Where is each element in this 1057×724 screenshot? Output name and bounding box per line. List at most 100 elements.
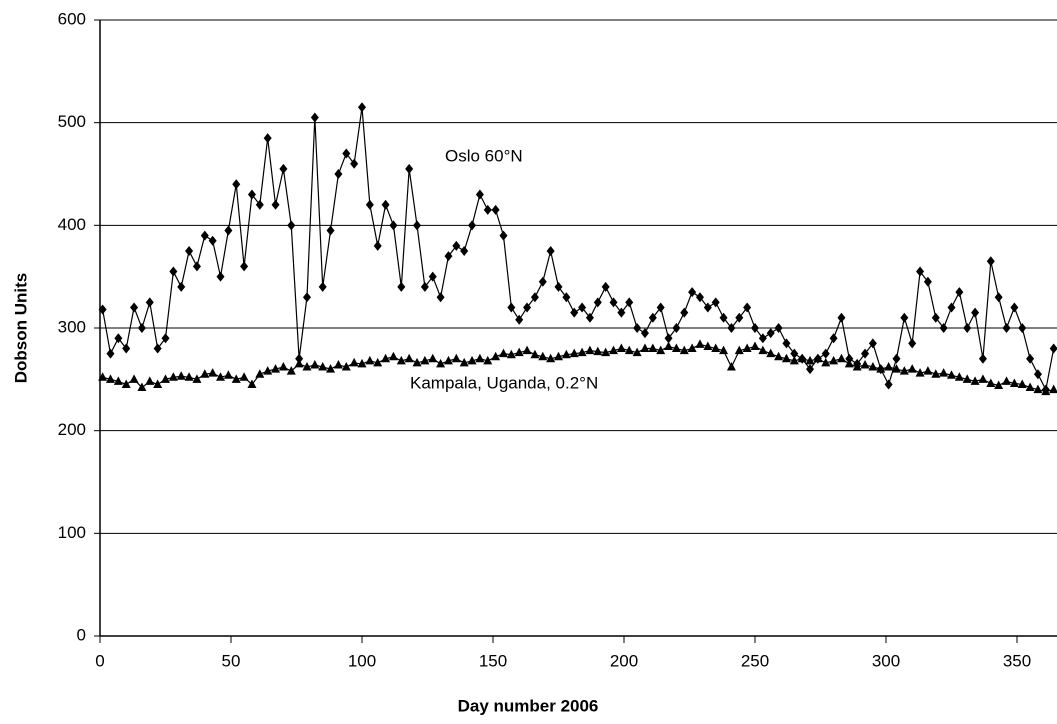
x-tick-label: 350 bbox=[1003, 651, 1031, 670]
marker bbox=[192, 374, 202, 383]
marker bbox=[790, 348, 799, 359]
marker bbox=[373, 240, 382, 251]
marker bbox=[129, 374, 139, 383]
marker bbox=[593, 297, 602, 308]
marker bbox=[546, 246, 555, 256]
marker bbox=[389, 220, 398, 231]
marker bbox=[255, 199, 264, 210]
y-tick-label: 400 bbox=[58, 215, 86, 234]
marker bbox=[585, 312, 594, 323]
marker bbox=[318, 362, 328, 371]
marker bbox=[695, 339, 705, 348]
marker bbox=[923, 366, 933, 375]
marker bbox=[546, 353, 556, 363]
marker bbox=[326, 364, 336, 373]
marker bbox=[373, 357, 383, 367]
x-tick-label: 150 bbox=[479, 651, 507, 670]
x-tick-label: 0 bbox=[95, 651, 104, 670]
marker bbox=[413, 220, 422, 231]
marker bbox=[452, 240, 461, 251]
marker bbox=[829, 333, 838, 344]
marker bbox=[396, 355, 406, 365]
marker bbox=[365, 355, 375, 365]
y-tick-label: 300 bbox=[58, 317, 86, 336]
marker bbox=[923, 276, 932, 287]
marker bbox=[751, 323, 759, 333]
x-tick-label: 250 bbox=[741, 651, 769, 670]
marker bbox=[105, 374, 115, 383]
marker bbox=[515, 314, 524, 325]
marker bbox=[954, 372, 964, 381]
marker bbox=[153, 379, 163, 388]
marker bbox=[443, 355, 453, 365]
marker bbox=[876, 364, 886, 373]
marker bbox=[625, 297, 634, 308]
marker bbox=[962, 374, 972, 383]
marker bbox=[915, 368, 925, 377]
marker bbox=[578, 302, 587, 313]
marker bbox=[247, 189, 256, 200]
marker bbox=[617, 307, 626, 318]
marker bbox=[884, 362, 894, 371]
marker bbox=[970, 376, 980, 385]
marker bbox=[436, 358, 446, 368]
marker bbox=[726, 362, 736, 371]
marker bbox=[664, 333, 673, 344]
marker bbox=[891, 364, 901, 373]
marker bbox=[538, 351, 548, 361]
marker bbox=[113, 376, 123, 385]
marker bbox=[562, 292, 571, 303]
marker bbox=[766, 328, 775, 339]
marker bbox=[483, 204, 492, 215]
marker bbox=[216, 372, 226, 381]
marker bbox=[648, 312, 657, 323]
marker bbox=[734, 345, 744, 355]
marker bbox=[169, 266, 178, 277]
marker bbox=[405, 163, 414, 174]
marker bbox=[333, 359, 343, 369]
marker bbox=[365, 199, 374, 210]
marker bbox=[122, 343, 131, 354]
marker bbox=[907, 364, 917, 373]
marker bbox=[569, 348, 579, 358]
marker bbox=[892, 353, 901, 364]
marker bbox=[208, 368, 218, 377]
marker bbox=[671, 343, 681, 353]
marker bbox=[806, 364, 815, 375]
marker bbox=[216, 271, 225, 282]
marker bbox=[318, 281, 327, 292]
marker bbox=[428, 353, 438, 363]
marker bbox=[1049, 343, 1057, 354]
marker bbox=[507, 302, 516, 313]
marker bbox=[554, 351, 563, 361]
marker bbox=[263, 133, 272, 144]
marker bbox=[633, 323, 642, 333]
annotation: Kampala, Uganda, 0.2°N bbox=[410, 373, 598, 392]
marker bbox=[381, 199, 390, 210]
marker bbox=[294, 358, 304, 368]
marker bbox=[640, 328, 649, 339]
marker bbox=[821, 357, 831, 367]
marker bbox=[358, 102, 366, 113]
marker bbox=[561, 349, 571, 359]
marker bbox=[1018, 323, 1027, 333]
marker bbox=[695, 292, 704, 303]
marker bbox=[593, 346, 603, 356]
y-tick-label: 100 bbox=[58, 523, 86, 542]
marker bbox=[672, 323, 681, 333]
marker bbox=[247, 379, 257, 388]
marker bbox=[680, 307, 689, 318]
marker bbox=[176, 371, 186, 380]
marker bbox=[271, 364, 281, 373]
marker bbox=[1049, 384, 1057, 394]
marker bbox=[98, 304, 107, 315]
x-tick-label: 200 bbox=[610, 651, 638, 670]
marker bbox=[743, 302, 752, 313]
marker bbox=[436, 292, 445, 303]
y-tick-label: 200 bbox=[58, 420, 86, 439]
marker bbox=[978, 374, 988, 383]
marker bbox=[506, 349, 516, 359]
marker bbox=[939, 368, 949, 377]
marker bbox=[884, 379, 893, 390]
marker bbox=[498, 348, 508, 358]
